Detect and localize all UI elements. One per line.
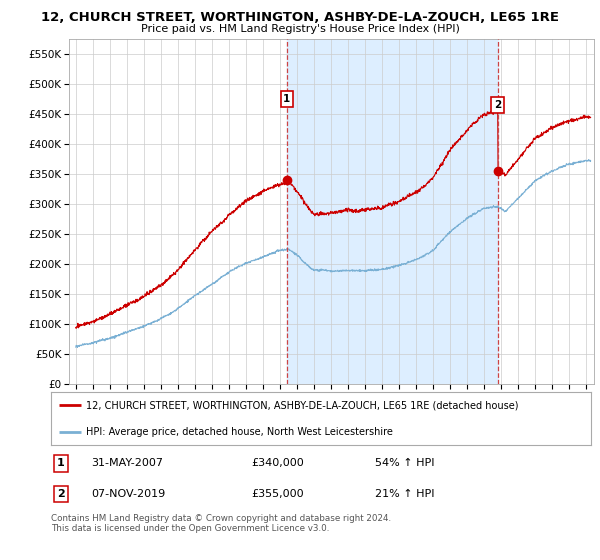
Text: 12, CHURCH STREET, WORTHINGTON, ASHBY-DE-LA-ZOUCH, LE65 1RE: 12, CHURCH STREET, WORTHINGTON, ASHBY-DE…: [41, 11, 559, 24]
Bar: [287, 39, 498, 384]
Text: £340,000: £340,000: [251, 459, 304, 468]
Text: 2: 2: [57, 489, 65, 499]
Text: Contains HM Land Registry data © Crown copyright and database right 2024.
This d: Contains HM Land Registry data © Crown c…: [51, 514, 391, 534]
Text: 12, CHURCH STREET, WORTHINGTON, ASHBY-DE-LA-ZOUCH, LE65 1RE (detached house): 12, CHURCH STREET, WORTHINGTON, ASHBY-DE…: [86, 401, 518, 411]
Text: 21% ↑ HPI: 21% ↑ HPI: [375, 489, 434, 499]
Text: Price paid vs. HM Land Registry's House Price Index (HPI): Price paid vs. HM Land Registry's House …: [140, 24, 460, 34]
Text: £355,000: £355,000: [251, 489, 304, 499]
Text: 07-NOV-2019: 07-NOV-2019: [91, 489, 166, 499]
Text: 31-MAY-2007: 31-MAY-2007: [91, 459, 163, 468]
Text: 54% ↑ HPI: 54% ↑ HPI: [375, 459, 434, 468]
Text: 1: 1: [57, 459, 65, 468]
Text: 1: 1: [283, 94, 290, 104]
Text: 2: 2: [494, 100, 502, 110]
Text: HPI: Average price, detached house, North West Leicestershire: HPI: Average price, detached house, Nort…: [86, 427, 393, 437]
